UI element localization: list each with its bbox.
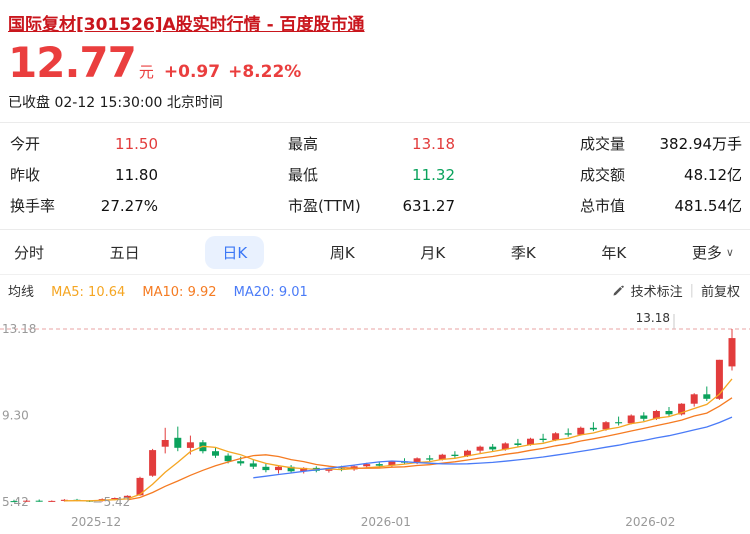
- stat-label: 今开: [10, 135, 41, 154]
- price-change: +0.97: [163, 62, 221, 82]
- tab-intraday[interactable]: 分时: [14, 243, 45, 262]
- market-status: 已收盘 02-12 15:30:00 北京时间: [8, 95, 223, 112]
- price-unit: 元: [138, 63, 154, 81]
- stat-value: 11.50: [115, 135, 158, 154]
- stat-turnover-amount: 成交额 48.12亿: [500, 166, 750, 185]
- tab-more[interactable]: 更多 ∨: [692, 236, 734, 269]
- tab-monthly-k[interactable]: 月K: [420, 243, 446, 262]
- svg-text:2026-02: 2026-02: [625, 515, 675, 529]
- svg-text:13.18: 13.18: [636, 311, 670, 325]
- stat-value: 631.27: [402, 197, 456, 216]
- page-title-link[interactable]: 国际复材[301526]A股实时行情 - 百度股市通: [8, 15, 365, 35]
- tab-quarterly-k[interactable]: 季K: [510, 243, 536, 262]
- stat-label: 市盈(TTM): [288, 197, 361, 216]
- vertical-divider: |: [689, 283, 694, 299]
- ma-legend: 均线 MA5: 10.64 MA10: 9.92 MA20: 9.01: [8, 281, 321, 300]
- divider-top: [0, 122, 750, 124]
- chart-tools: 技术标注 | 前复权: [612, 281, 740, 300]
- stat-label: 最低: [288, 166, 319, 185]
- svg-text:9.30: 9.30: [2, 409, 29, 423]
- adjust-mode-button[interactable]: 前复权: [700, 285, 740, 301]
- svg-text:13.18: 13.18: [2, 322, 36, 336]
- tab-five-day[interactable]: 五日: [109, 243, 140, 262]
- divider-stats: [0, 229, 750, 231]
- stat-label: 最高: [288, 135, 319, 154]
- stat-label: 总市值: [580, 197, 626, 216]
- stats-grid: 今开 11.50 最高 13.18 成交量 382.94万手 昨收 11.80 …: [0, 123, 750, 229]
- ma-legend-row: 均线 MA5: 10.64 MA10: 9.92 MA20: 9.01 技术标注…: [0, 275, 750, 306]
- price-row: 12.77 元 +0.97 +8.22%: [8, 38, 742, 87]
- divider-tabs: [0, 274, 750, 276]
- stat-prev-close: 昨收 11.80: [0, 166, 250, 185]
- stat-pe-ttm: 市盈(TTM) 631.27: [250, 197, 500, 216]
- current-price: 12.77: [8, 38, 137, 87]
- stat-turnover-rate: 换手率 27.27%: [0, 197, 250, 216]
- tab-daily-k[interactable]: 日K: [205, 235, 265, 269]
- svg-text:5.42: 5.42: [104, 495, 131, 509]
- stat-value: 382.94万手: [659, 135, 743, 154]
- stat-value: 11.80: [115, 166, 158, 185]
- stat-open: 今开 11.50: [0, 135, 250, 154]
- stat-value: 27.27%: [100, 197, 158, 216]
- tab-yearly-k[interactable]: 年K: [601, 243, 627, 262]
- stat-label: 成交额: [580, 166, 626, 185]
- stat-value: 11.32: [412, 166, 455, 185]
- ma10-legend: MA10: 9.92: [142, 285, 217, 301]
- stat-value: 48.12亿: [684, 166, 742, 185]
- stat-volume: 成交量 382.94万手: [500, 135, 750, 154]
- chart-period-tabs: 分时 五日 日K 周K 月K 季K 年K 更多 ∨: [0, 230, 750, 274]
- svg-text:2025-12: 2025-12: [71, 515, 121, 529]
- stat-value: 481.54亿: [674, 197, 743, 216]
- tech-annotate-button[interactable]: 技术标注: [630, 285, 683, 301]
- stat-label: 成交量: [580, 135, 626, 154]
- stat-market-cap: 总市值 481.54亿: [500, 197, 750, 216]
- stat-label: 换手率: [10, 197, 56, 216]
- price-change-percent: +8.22%: [228, 62, 302, 82]
- tab-more-label: 更多: [691, 243, 722, 262]
- ma20-legend: MA20: 9.01: [233, 285, 308, 301]
- tab-weekly-k[interactable]: 周K: [329, 243, 355, 262]
- ma5-legend: MA5: 10.64: [51, 285, 126, 301]
- stat-label: 昨收: [10, 166, 41, 185]
- stat-value: 13.18: [412, 135, 455, 154]
- chevron-down-icon: ∨: [725, 245, 734, 259]
- annotation-pen-icon: [612, 285, 624, 297]
- stat-high: 最高 13.18: [250, 135, 500, 154]
- ma-prefix-label: 均线: [8, 285, 35, 301]
- svg-text:2026-01: 2026-01: [361, 515, 411, 529]
- stat-low: 最低 11.32: [250, 166, 500, 185]
